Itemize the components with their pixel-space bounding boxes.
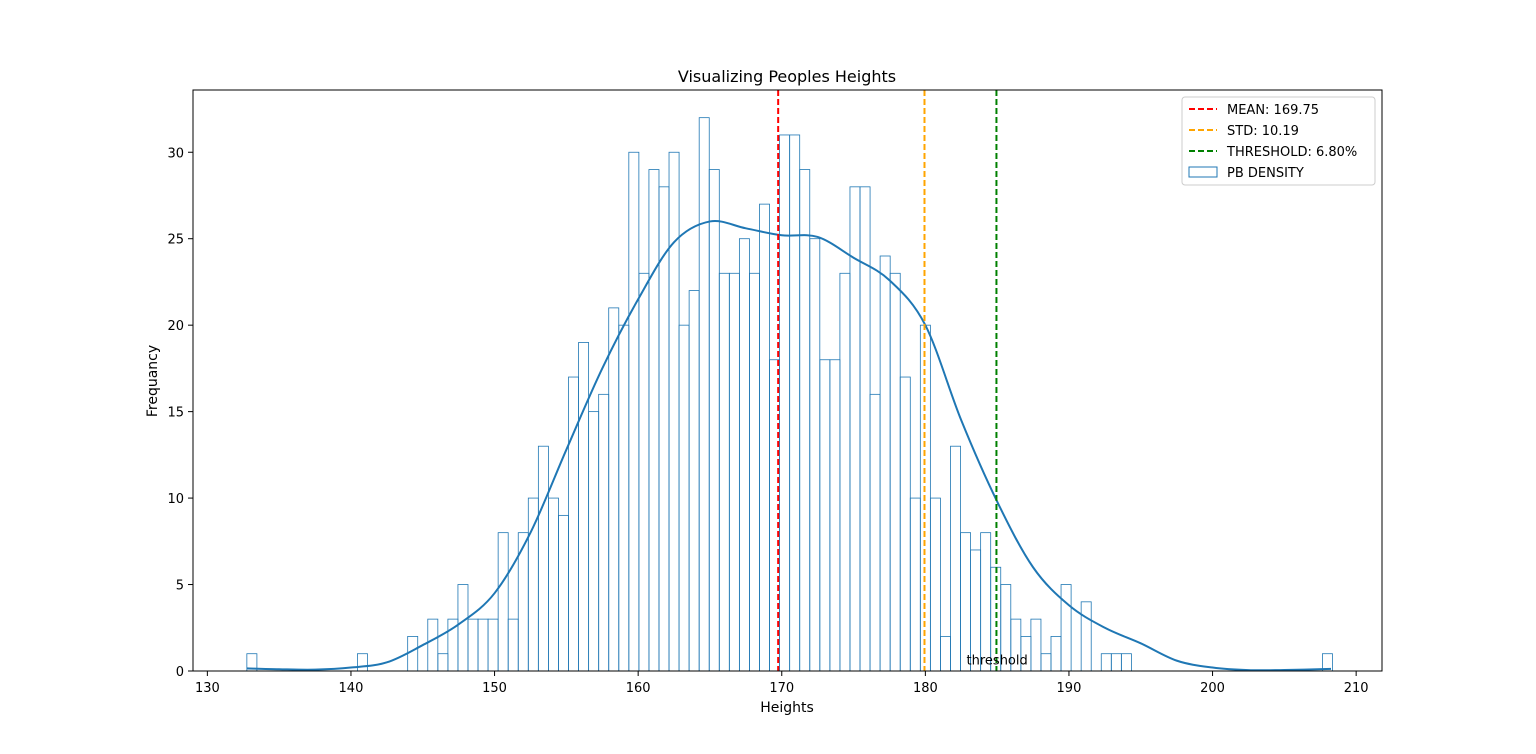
legend: MEAN: 169.75 STD: 10.19 THRESHOLD: 6.80%… [1181,96,1376,186]
y-axis-label: Frequancy [145,345,161,417]
y-tick-label: 20 [167,319,184,334]
y-tick-label: 15 [167,406,184,421]
y-tick-label: 10 [167,492,184,507]
x-axis-ticks: 130 140 150 160 170 180 190 200 210 [195,671,1369,696]
legend-mean-label: MEAN: 169.75 [1227,103,1319,118]
reference-lines [777,90,998,671]
y-tick-label: 0 [176,665,184,680]
kde-curve [246,219,1332,672]
x-tick-label: 130 [195,681,220,696]
x-tick-label: 210 [1344,681,1369,696]
x-tick-label: 180 [913,681,938,696]
x-tick-label: 200 [1200,681,1225,696]
legend-box [1181,96,1376,186]
legend-std-label: STD: 10.19 [1227,124,1299,139]
legend-threshold-label: THRESHOLD: 6.80% [1226,145,1357,160]
x-tick-label: 170 [769,681,794,696]
y-tick-label: 25 [167,233,184,248]
x-tick-label: 160 [626,681,651,696]
y-axis-ticks: 0 5 10 15 20 25 30 [167,146,193,680]
x-tick-label: 140 [339,681,364,696]
axes-frame [192,89,1383,672]
x-tick-label: 150 [482,681,507,696]
x-axis-label: Heights [760,700,814,716]
x-tick-label: 190 [1057,681,1082,696]
legend-density-swatch [1188,166,1218,178]
y-tick-label: 5 [176,579,184,594]
y-tick-label: 30 [167,146,184,161]
chart-title: Visualizing Peoples Heights [678,67,896,86]
legend-density-label: PB DENSITY [1227,166,1304,181]
threshold-annotation: threshold [967,654,1028,669]
